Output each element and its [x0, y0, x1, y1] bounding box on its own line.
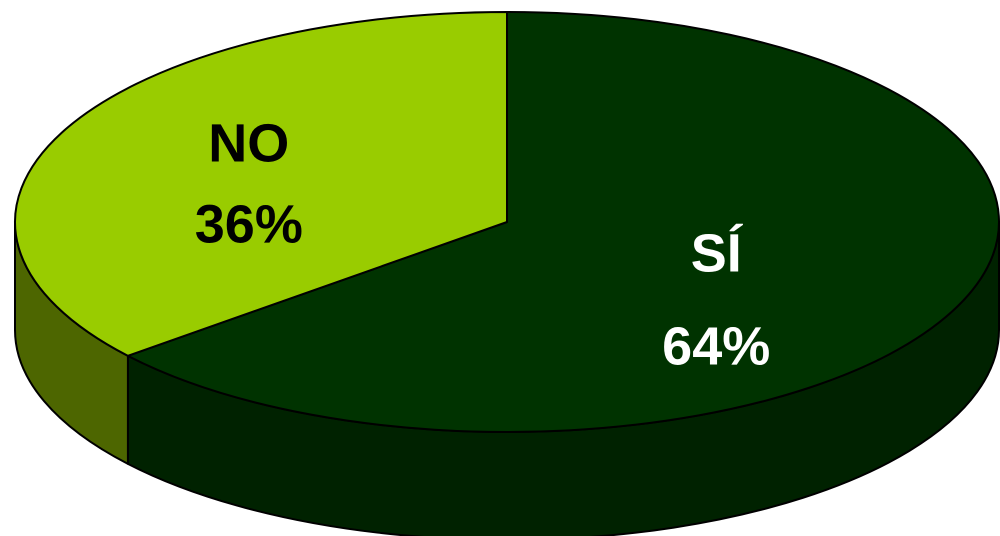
- pie-tops: [14, 11, 1000, 433]
- pie-slice-no: [14, 11, 508, 357]
- pie-labels: SÍ 64% NO 36%: [195, 113, 771, 376]
- slice-label-no: NO: [208, 113, 289, 173]
- slice-value-no: 36%: [195, 194, 303, 254]
- slice-label-si: SÍ: [691, 223, 744, 283]
- slice-value-si: 64%: [662, 316, 770, 376]
- pie-slice-si: [126, 11, 1000, 433]
